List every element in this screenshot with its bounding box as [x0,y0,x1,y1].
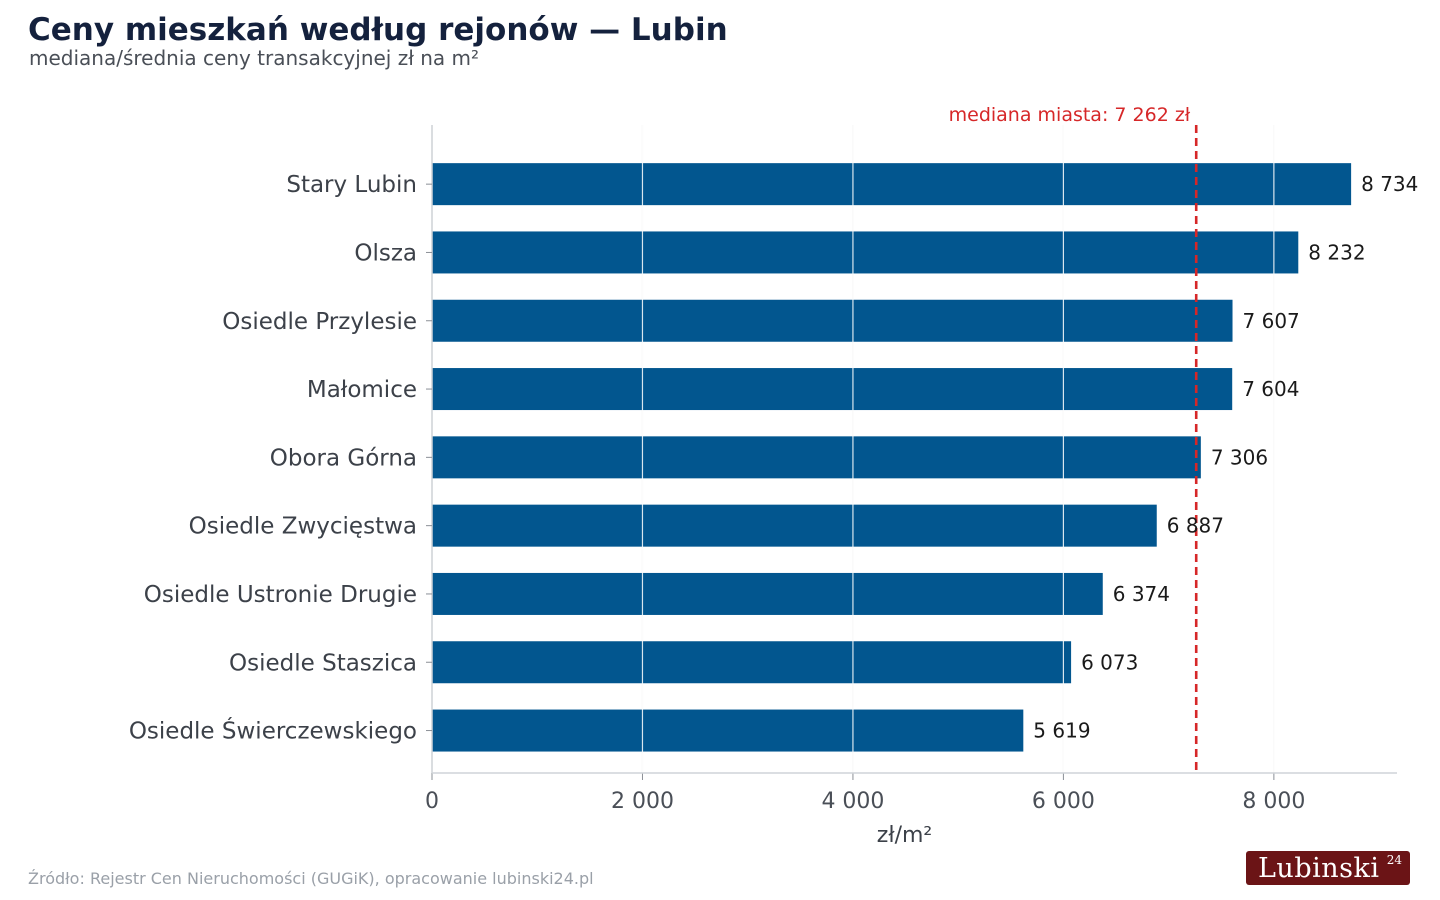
value-label: 6 374 [1113,582,1170,606]
bar [432,504,1157,547]
x-tick-label: 8 000 [1242,789,1305,814]
value-label: 5 619 [1033,719,1090,743]
category-label: Osiedle Zwycięstwa [189,514,417,540]
x-tick-label: 6 000 [1032,789,1095,814]
category-label: Osiedle Ustronie Drugie [144,582,417,608]
value-label: 7 306 [1211,445,1268,469]
bar [432,572,1103,615]
bar [432,436,1201,479]
bar [432,641,1072,684]
value-label: 7 604 [1242,377,1299,401]
value-label: 8 232 [1308,240,1365,264]
category-label: Stary Lubin [286,172,417,198]
chart-subtitle: mediana/średnia ceny transakcyjnej zł na… [29,46,480,70]
x-axis-title: zł/m² [877,823,932,848]
category-label: Małomice [307,377,417,403]
logo-text: Lubinski [1258,853,1380,884]
category-label: Osiedle Staszica [229,650,417,676]
lubinski24-logo[interactable]: Lubinski 24 [1246,851,1410,885]
chart-title: Ceny mieszkań według rejonów — Lubin [28,12,728,48]
bar [432,709,1024,752]
category-label: Osiedle Przylesie [222,309,417,335]
value-label: 7 607 [1243,309,1300,333]
x-tick-label: 2 000 [611,789,674,814]
x-tick-label: 4 000 [821,789,884,814]
bar [432,163,1352,206]
value-label: 8 734 [1361,172,1418,196]
x-tick-label: 0 [425,789,439,814]
category-label: Osiedle Świerczewskiego [129,717,417,745]
category-label: Obora Górna [270,445,417,471]
bar [432,231,1299,274]
category-label: Olsza [354,240,417,266]
median-line-label: mediana miasta: 7 262 zł [949,104,1191,126]
value-label: 6 073 [1081,650,1138,674]
value-label: 6 887 [1167,514,1224,538]
logo-superscript: 24 [1386,853,1402,867]
bar [432,299,1233,342]
bar [432,368,1233,411]
source-note: Źródło: Rejestr Cen Nieruchomości (GUGiK… [28,869,594,888]
